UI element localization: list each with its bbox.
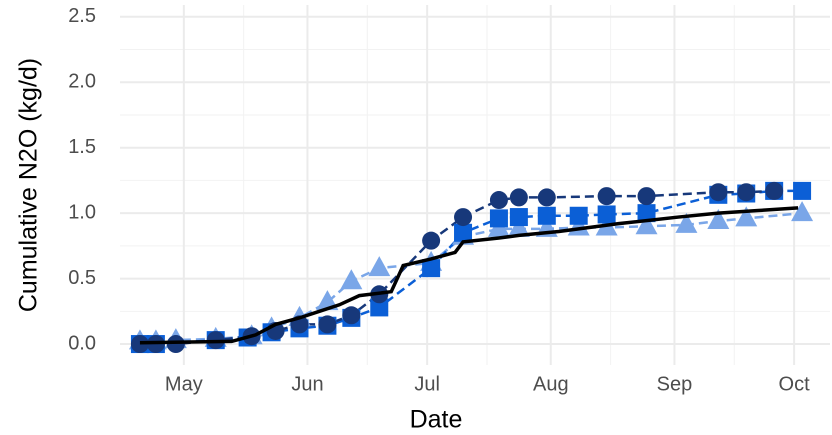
point xyxy=(735,206,758,227)
x-tick-label: Sep xyxy=(657,373,693,395)
point xyxy=(537,206,556,225)
point xyxy=(569,206,588,225)
point xyxy=(422,259,441,278)
point xyxy=(166,335,185,354)
x-tick-label: Oct xyxy=(779,373,811,395)
point xyxy=(793,181,812,200)
point xyxy=(675,212,698,233)
y-tick-label: 0.5 xyxy=(68,267,96,289)
point xyxy=(637,204,656,223)
y-tick-label: 1.5 xyxy=(68,136,96,158)
point xyxy=(509,208,528,227)
x-tick-label: Jun xyxy=(291,373,323,395)
point xyxy=(489,209,508,228)
point xyxy=(707,209,730,229)
x-tick-label: Jul xyxy=(414,373,440,395)
point xyxy=(454,223,473,242)
point xyxy=(507,216,530,237)
series-line xyxy=(139,206,799,345)
point xyxy=(635,214,658,235)
point xyxy=(709,183,728,202)
point xyxy=(422,231,441,250)
point xyxy=(318,315,337,334)
point xyxy=(489,191,508,210)
point xyxy=(509,188,528,207)
y-axis-title: Cumulative N2O (kg/d) xyxy=(15,58,43,312)
point xyxy=(454,208,473,227)
point xyxy=(342,306,361,325)
point xyxy=(637,187,656,206)
point xyxy=(130,335,149,354)
point xyxy=(791,201,814,222)
point xyxy=(368,256,391,277)
y-tick-label: 2.5 xyxy=(68,5,96,27)
point xyxy=(597,187,616,206)
x-axis-title: Date xyxy=(410,406,463,434)
point xyxy=(370,298,389,317)
x-tick-label: Aug xyxy=(533,373,569,395)
y-tick-label: 0.0 xyxy=(68,332,96,354)
x-tick-label: May xyxy=(165,373,203,395)
point xyxy=(340,269,363,290)
point xyxy=(537,188,556,207)
point xyxy=(765,181,784,200)
y-tick-label: 1.0 xyxy=(68,201,96,223)
point xyxy=(597,205,616,224)
series-line xyxy=(139,189,775,346)
series-line xyxy=(139,211,803,343)
y-tick-label: 2.0 xyxy=(68,71,96,93)
point xyxy=(737,183,756,202)
